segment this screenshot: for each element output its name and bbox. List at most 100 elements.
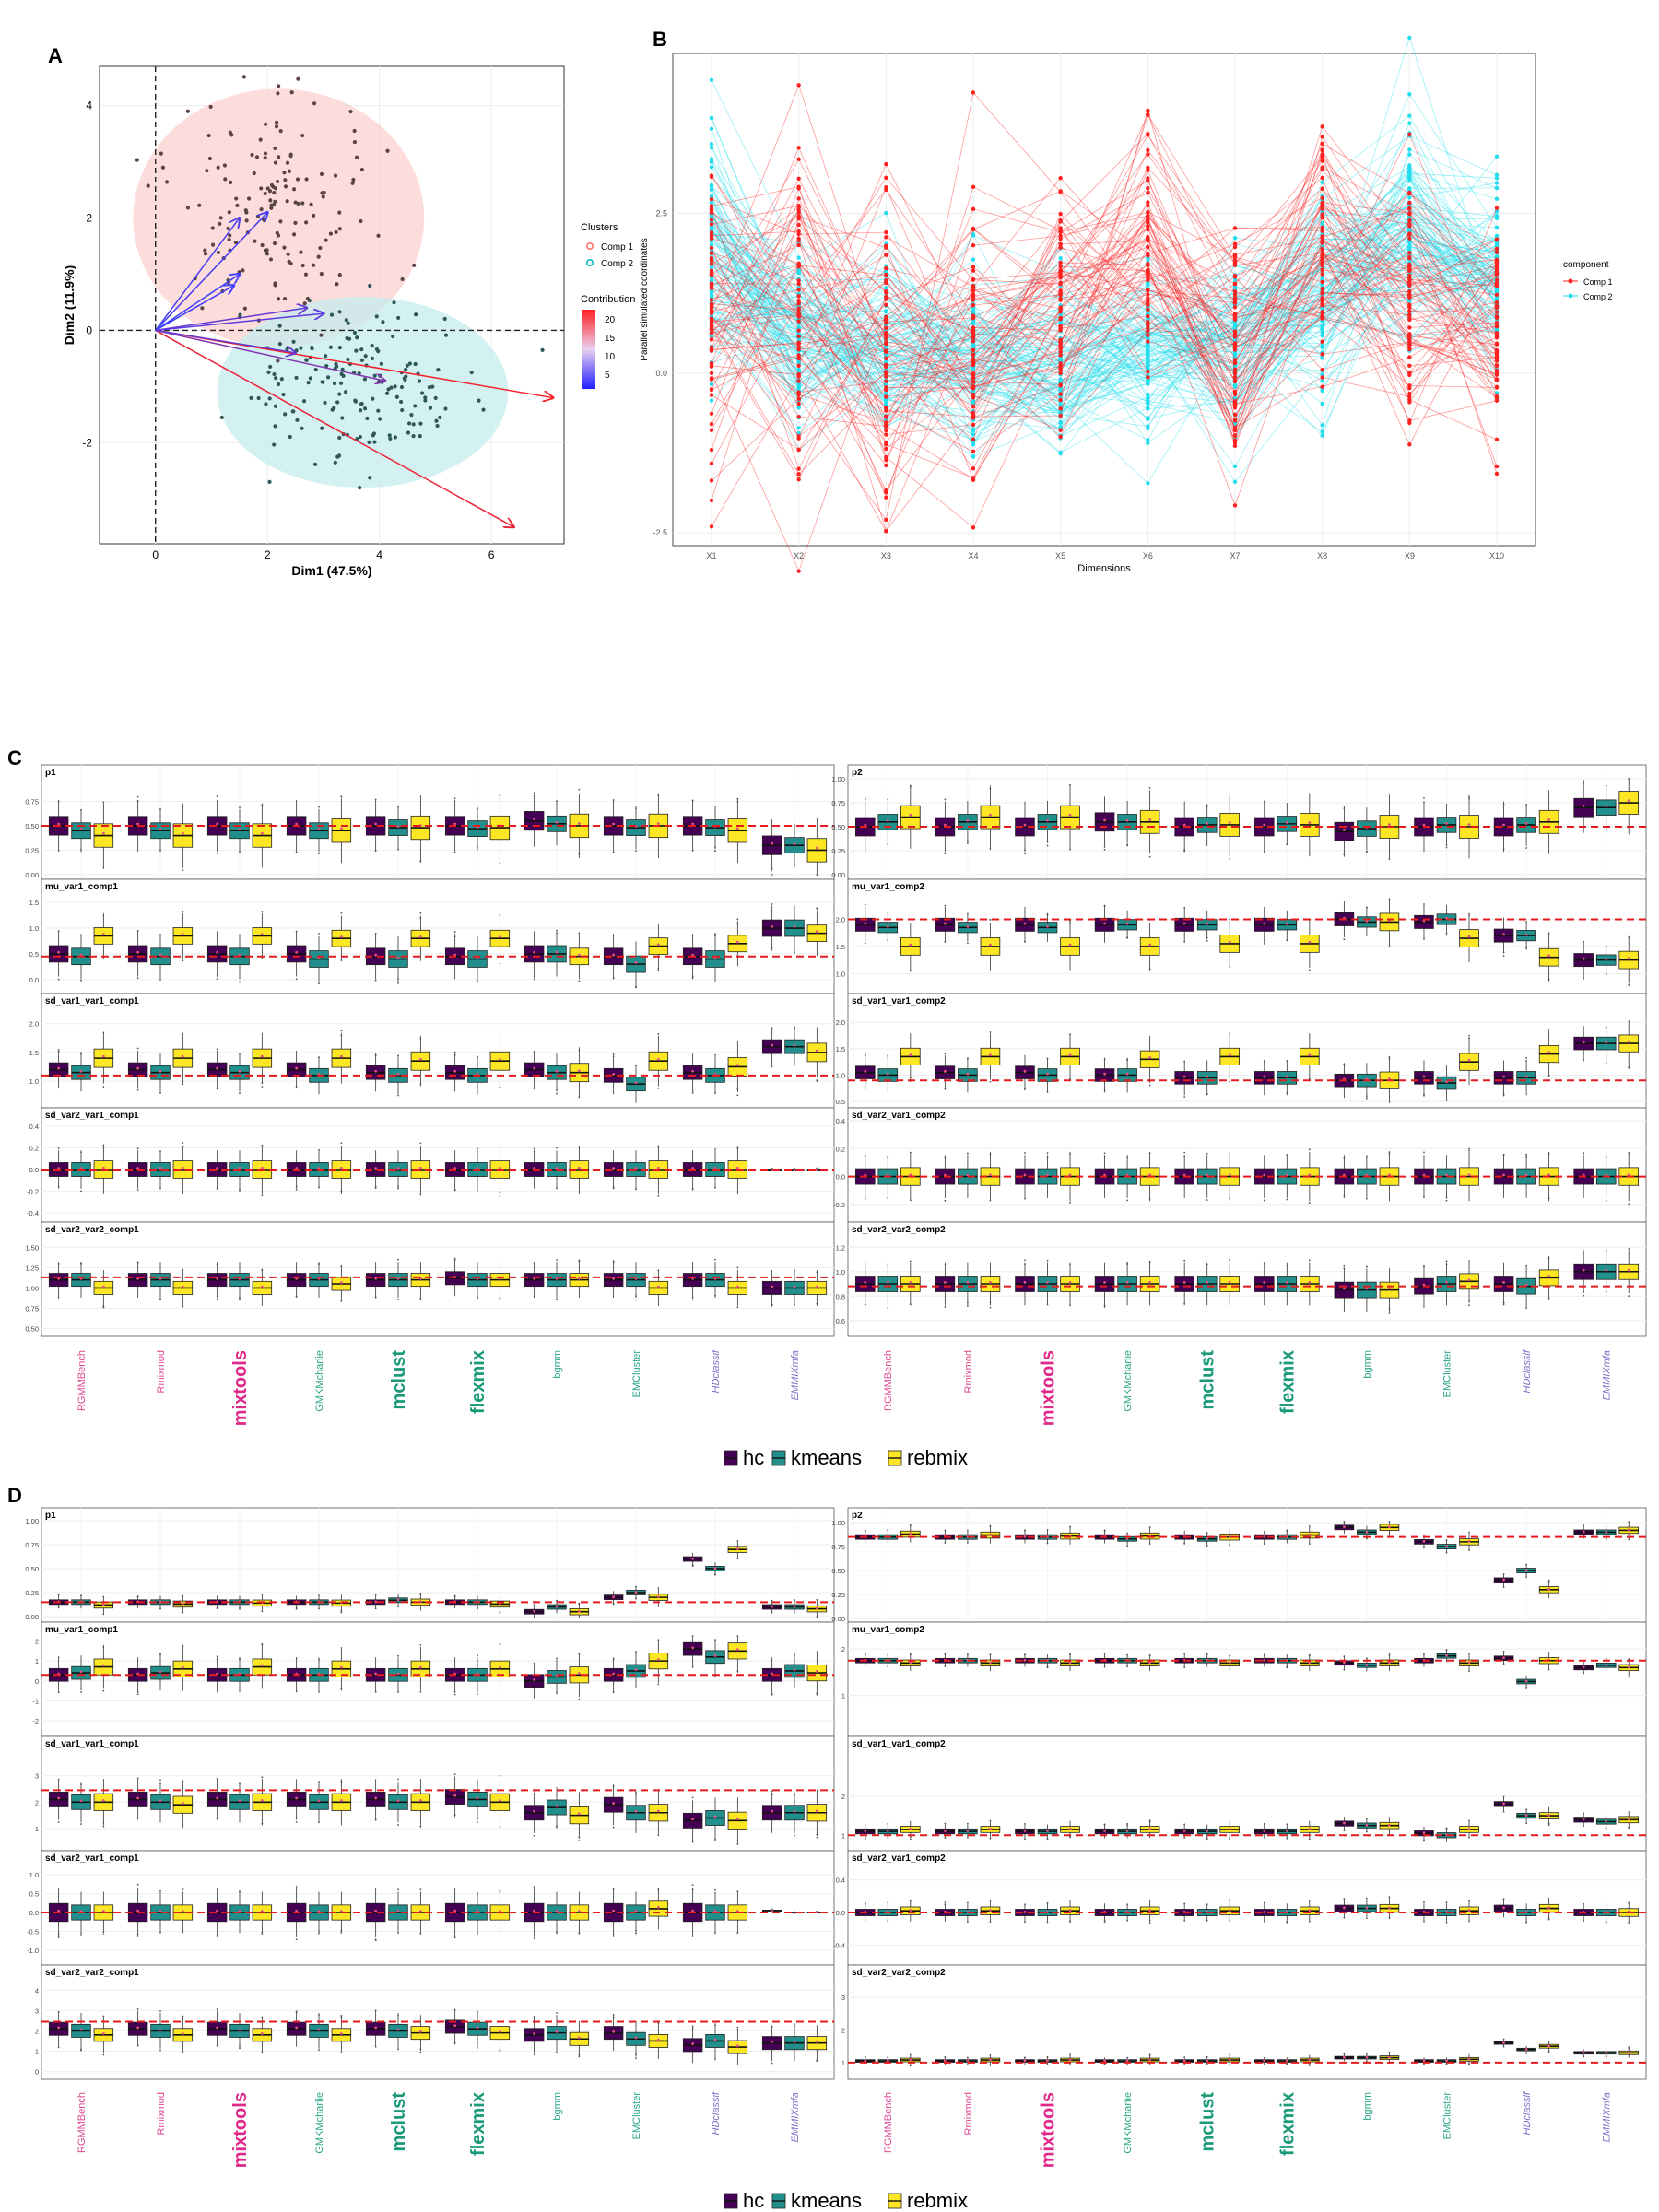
box-outlier [239,1297,241,1299]
parallel-point [1058,264,1063,269]
box-EMCluster-kmeans [626,1064,646,1103]
box-mean [1422,1075,1426,1078]
parallel-point [1232,241,1238,246]
parallel-point [1146,333,1150,337]
parallel-point [1407,236,1412,241]
parallel-point [1146,441,1150,445]
parallel-point [1320,213,1324,218]
box-mean [1627,1268,1630,1272]
y-tick-label: -1 [32,1697,39,1705]
parallel-line-comp2 [711,132,1498,419]
box-outlier [57,1656,60,1659]
box-flexmix-hc [1253,906,1275,945]
box-outlier [318,1056,320,1059]
x-tick-label: X10 [1489,551,1504,560]
box-EMMIXmfa-kmeans [784,1269,805,1306]
parallel-line-comp1 [711,233,1498,430]
y-tick-label: -0.2 [833,1201,845,1209]
box-outlier [453,1053,456,1056]
box-outlier [1366,1097,1368,1100]
parallel-line-comp1 [711,254,1498,492]
y-tick-label: 1.00 [25,1284,39,1292]
box-HDclassif-kmeans [1516,921,1536,950]
box-outlier [612,1187,615,1190]
box-outlier [1605,1290,1607,1293]
parallel-point [1494,471,1500,477]
box-mean [1228,940,1231,944]
parallel-point [971,371,976,377]
box-outlier [1229,1196,1231,1199]
parallel-point [709,337,714,342]
box-flexmix-kmeans [1277,1262,1298,1306]
parallel-point [1058,308,1063,312]
box-outlier [182,1080,184,1083]
box-mean [1023,922,1027,925]
parallel-point [1407,372,1412,378]
box-mean [771,841,774,845]
contribution-tick: 20 [605,315,616,325]
parallel-point [709,204,714,208]
parallel-line-comp2 [711,168,1498,343]
parallel-point [796,222,801,228]
point-comp1 [226,226,230,230]
box-outlier [533,978,535,981]
parallel-point [1320,401,1324,406]
parallel-point [884,400,888,405]
parallel-point [1407,288,1412,294]
point-comp2 [353,399,359,404]
parallel-point [796,334,801,339]
box-mean [1524,1075,1528,1078]
box-mean [181,1665,184,1669]
box-mean [612,953,616,957]
box-EMMIXmfa-kmeans [784,1598,805,1614]
point-comp2 [343,390,348,394]
point-comp2 [291,409,296,414]
legend-clusters-title: Clusters [581,222,618,233]
point-comp1 [259,186,264,191]
box-outlier [1468,797,1470,800]
parallel-point [796,184,801,189]
box-RGMMBench-rebmix [93,1269,114,1309]
box-outlier [499,1191,501,1194]
package-label-rmixmod: Rmixmod [963,1350,974,1393]
parallel-point [1494,385,1500,390]
parallel-point [1058,367,1063,371]
parallel-point [709,498,714,503]
box-mean [1388,1287,1391,1290]
box-mean [1148,943,1152,947]
parallel-point [796,363,801,369]
box-outlier [612,799,615,801]
parallel-point [796,319,801,324]
point-comp1 [228,233,232,238]
box-mean [1502,1075,1505,1078]
parallel-point [1058,211,1063,217]
parallel-point [1494,328,1500,333]
point-comp1 [268,257,274,262]
box-outlier [657,793,660,795]
point-comp1 [319,171,324,176]
point-comp2 [274,376,278,381]
box-mean [1103,1072,1106,1076]
parallel-point [796,278,801,283]
parallel-point [1407,347,1412,352]
parallel-point [1058,236,1063,241]
box-outlier [691,1187,694,1190]
package-label-mclust: mclust [389,1350,409,1410]
parallel-point [1058,409,1063,414]
parallel-line-comp1 [711,219,1498,481]
y-tick-label: 0.8 [836,1292,845,1300]
box-mclust-rebmix [1219,1032,1241,1083]
box-mean [1388,1173,1391,1177]
box-mean [886,818,889,822]
box-outlier [1183,1151,1186,1154]
y-tick-label: 0.75 [25,1541,39,1549]
point-comp2 [337,346,342,350]
box-outlier [397,848,399,851]
parallel-line-comp1 [711,207,1498,481]
box-outlier [261,804,264,806]
box-outlier [1388,1308,1391,1310]
box-outlier [714,846,716,849]
point-comp2 [443,406,448,411]
parallel-point [884,314,888,320]
box-mean [396,1598,400,1602]
